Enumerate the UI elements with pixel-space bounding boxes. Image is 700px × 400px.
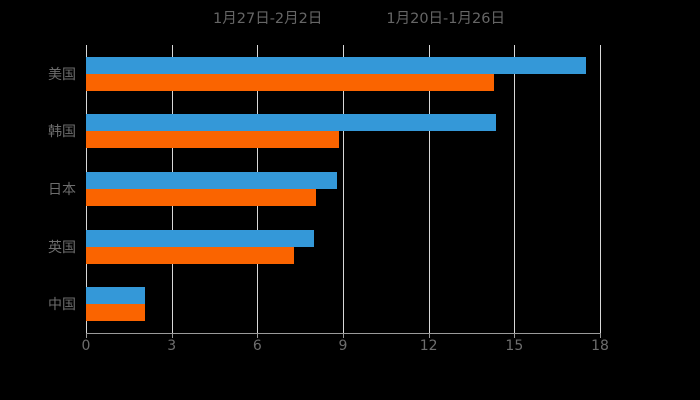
- y-category-label: 中国: [48, 297, 76, 314]
- x-tick-mark: [428, 333, 430, 338]
- gridline-x: [343, 45, 344, 333]
- x-tick-mark: [514, 333, 516, 338]
- gridline-x: [428, 45, 430, 333]
- y-category-label: 韩国: [48, 124, 76, 141]
- x-tick-mark: [343, 333, 344, 338]
- bar-series-1[interactable]: [86, 114, 496, 132]
- bar-series-2[interactable]: [86, 73, 495, 91]
- y-category-label: 英国: [48, 239, 76, 256]
- x-tick-label: 0: [81, 338, 91, 354]
- legend-item-series-2[interactable]: 1月20日-1月26日: [368, 12, 505, 27]
- x-tick-label: 9: [338, 338, 348, 354]
- bar-series-2[interactable]: [86, 131, 339, 149]
- x-tick-mark: [86, 333, 87, 338]
- bar-series-2[interactable]: [86, 189, 316, 206]
- x-tick-label: 3: [167, 338, 177, 354]
- bar-series-1[interactable]: [86, 56, 586, 74]
- chart-legend: 1月27日-2月2日 1月20日-1月26日: [0, 6, 700, 32]
- bar-series-2[interactable]: [86, 304, 145, 322]
- x-tick-label: 15: [505, 338, 524, 354]
- legend-item-series-1[interactable]: 1月27日-2月2日: [195, 12, 322, 27]
- gridline-x: [514, 45, 516, 333]
- x-tick-label: 12: [419, 338, 438, 354]
- x-tick-mark: [171, 333, 173, 338]
- legend-label-series-2: 1月20日-1月26日: [386, 10, 505, 27]
- bar-series-1[interactable]: [86, 287, 145, 305]
- y-category-label: 美国: [48, 66, 76, 83]
- plot-area: [86, 45, 601, 333]
- x-tick-label: 18: [591, 338, 609, 354]
- y-category-label: 日本: [48, 182, 76, 198]
- bar-series-1[interactable]: [86, 172, 338, 189]
- bar-series-2[interactable]: [86, 246, 295, 264]
- x-tick-mark: [257, 333, 259, 338]
- x-tick-mark: [600, 333, 601, 338]
- legend-label-series-1: 1月27日-2月2日: [213, 10, 323, 27]
- gridline-x: [600, 45, 601, 333]
- bar-series-1[interactable]: [86, 229, 315, 247]
- x-tick-label: 6: [252, 338, 262, 354]
